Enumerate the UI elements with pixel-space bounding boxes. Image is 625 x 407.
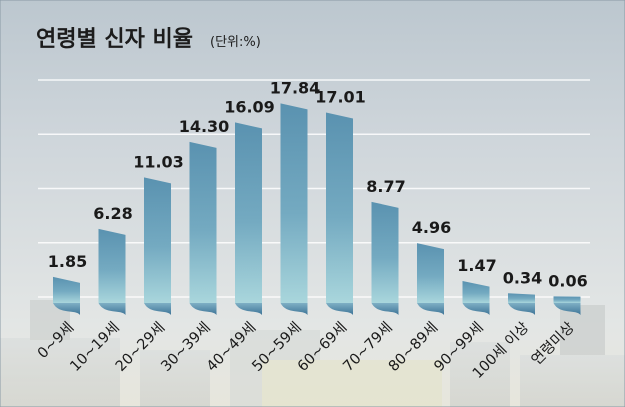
bar-curl <box>417 303 444 315</box>
bar-curl <box>371 303 399 315</box>
bar-curl <box>144 303 171 315</box>
value-label: 4.96 <box>412 218 451 237</box>
bar-body <box>98 228 126 303</box>
bar-curl <box>462 303 490 315</box>
value-label: 8.77 <box>366 177 405 196</box>
bar-body <box>144 177 171 303</box>
bar-curl <box>553 303 581 315</box>
background-buildings <box>0 300 625 407</box>
bar-body <box>371 201 399 303</box>
value-label: 17.01 <box>315 87 366 106</box>
bar-body <box>508 293 535 303</box>
bar-body <box>326 112 353 303</box>
bar-body <box>53 276 80 303</box>
bar <box>235 122 262 315</box>
bar <box>508 293 535 315</box>
bar-curl <box>326 303 353 315</box>
bar <box>326 112 353 315</box>
gridlines <box>38 79 590 298</box>
bar-curl <box>280 303 308 315</box>
value-label: 1.85 <box>48 252 87 271</box>
bar-body <box>417 243 444 303</box>
chart-title: 연령별 신자 비율 <box>36 27 193 52</box>
bar-body <box>462 281 490 303</box>
bar <box>144 177 171 315</box>
bar-body <box>189 141 217 303</box>
bar <box>280 103 308 315</box>
bar-body <box>553 296 581 303</box>
value-label: 16.09 <box>224 97 275 116</box>
unit-label: (단위:%) <box>210 35 261 50</box>
bar-curl <box>53 303 80 315</box>
bar <box>553 296 581 315</box>
value-label: 11.03 <box>133 152 184 171</box>
bar <box>189 141 217 315</box>
value-label: 6.28 <box>93 204 132 223</box>
bar <box>53 276 80 315</box>
value-label: 0.06 <box>548 271 587 290</box>
bar-body <box>235 122 262 304</box>
bar <box>98 228 126 315</box>
bar <box>371 201 399 315</box>
bar-curl <box>189 303 217 315</box>
bar-body <box>280 103 308 303</box>
value-label: 17.84 <box>270 78 321 97</box>
bar-curl <box>235 303 262 315</box>
value-label: 1.47 <box>457 256 496 275</box>
bar-curl <box>98 303 126 315</box>
bars <box>53 103 581 315</box>
bar <box>462 281 490 315</box>
bar <box>417 243 444 315</box>
value-label: 0.34 <box>503 268 542 287</box>
value-label: 14.30 <box>179 117 230 136</box>
bar-curl <box>508 303 535 315</box>
